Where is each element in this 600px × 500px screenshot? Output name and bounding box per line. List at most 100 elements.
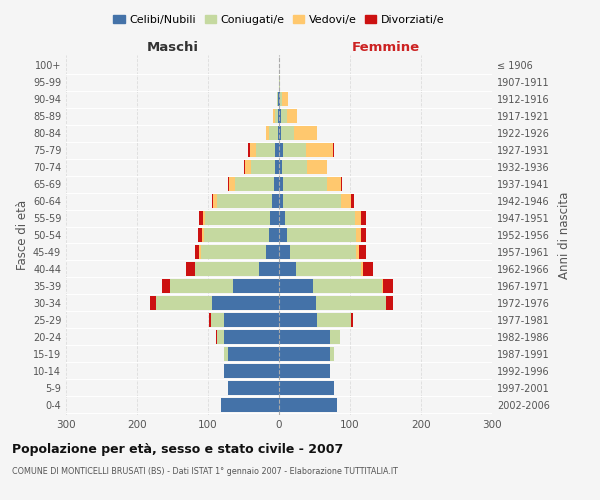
Bar: [269, 228, 279, 242]
Bar: [383, 278, 394, 293]
Bar: [279, 380, 334, 395]
Bar: [382, 278, 383, 293]
Bar: [313, 278, 382, 293]
Bar: [224, 364, 279, 378]
Bar: [341, 177, 342, 192]
Bar: [283, 194, 341, 208]
Bar: [317, 312, 351, 327]
Bar: [279, 75, 280, 90]
Bar: [275, 143, 279, 158]
Bar: [361, 228, 367, 242]
Bar: [195, 262, 259, 276]
Bar: [361, 211, 367, 225]
Bar: [275, 109, 278, 124]
Bar: [224, 312, 279, 327]
Bar: [279, 143, 283, 158]
Bar: [269, 126, 278, 140]
Bar: [251, 160, 275, 174]
Bar: [278, 126, 279, 140]
Bar: [363, 262, 373, 276]
Bar: [355, 211, 361, 225]
Bar: [279, 126, 281, 140]
Bar: [351, 312, 352, 327]
Bar: [217, 194, 272, 208]
Bar: [356, 245, 359, 259]
Bar: [316, 296, 386, 310]
Bar: [279, 296, 316, 310]
Bar: [326, 177, 341, 192]
Bar: [279, 109, 281, 124]
Bar: [199, 245, 201, 259]
Bar: [278, 92, 279, 106]
Bar: [202, 228, 204, 242]
Bar: [259, 262, 279, 276]
Bar: [282, 160, 307, 174]
Bar: [361, 262, 363, 276]
Bar: [352, 194, 354, 208]
Bar: [279, 245, 290, 259]
Bar: [281, 126, 294, 140]
Bar: [286, 211, 355, 225]
Bar: [326, 160, 327, 174]
Bar: [333, 143, 334, 158]
Bar: [386, 296, 392, 310]
Text: Femmine: Femmine: [352, 41, 419, 54]
Bar: [203, 211, 205, 225]
Bar: [199, 211, 203, 225]
Bar: [204, 228, 269, 242]
Bar: [151, 296, 156, 310]
Bar: [244, 160, 245, 174]
Bar: [201, 245, 266, 259]
Bar: [235, 177, 274, 192]
Bar: [217, 330, 224, 344]
Bar: [279, 262, 296, 276]
Bar: [330, 330, 340, 344]
Bar: [228, 346, 279, 361]
Bar: [279, 364, 330, 378]
Bar: [294, 126, 317, 140]
Bar: [307, 160, 326, 174]
Text: COMUNE DI MONTICELLI BRUSATI (BS) - Dati ISTAT 1° gennaio 2007 - Elaborazione TU: COMUNE DI MONTICELLI BRUSATI (BS) - Dati…: [12, 468, 398, 476]
Bar: [229, 177, 235, 192]
Bar: [212, 296, 279, 310]
Bar: [224, 346, 228, 361]
Bar: [272, 194, 279, 208]
Bar: [352, 312, 353, 327]
Bar: [341, 194, 352, 208]
Bar: [205, 211, 271, 225]
Bar: [245, 160, 251, 174]
Bar: [330, 346, 334, 361]
Bar: [221, 398, 279, 412]
Bar: [248, 143, 250, 158]
Bar: [224, 330, 279, 344]
Bar: [281, 109, 287, 124]
Bar: [274, 109, 275, 124]
Bar: [356, 228, 361, 242]
Bar: [228, 380, 279, 395]
Bar: [279, 312, 317, 327]
Bar: [256, 143, 275, 158]
Bar: [250, 143, 256, 158]
Text: Popolazione per età, sesso e stato civile - 2007: Popolazione per età, sesso e stato civil…: [12, 442, 343, 456]
Legend: Celibi/Nubili, Coniugati/e, Vedovi/e, Divorziati/e: Celibi/Nubili, Coniugati/e, Vedovi/e, Di…: [109, 10, 449, 29]
Bar: [198, 228, 202, 242]
Y-axis label: Anni di nascita: Anni di nascita: [558, 192, 571, 278]
Bar: [170, 278, 233, 293]
Text: Maschi: Maschi: [146, 41, 199, 54]
Bar: [209, 312, 211, 327]
Y-axis label: Fasce di età: Fasce di età: [16, 200, 29, 270]
Bar: [283, 177, 326, 192]
Bar: [266, 126, 269, 140]
Bar: [283, 143, 306, 158]
Bar: [296, 262, 361, 276]
Bar: [216, 330, 217, 344]
Bar: [279, 194, 283, 208]
Bar: [212, 194, 213, 208]
Bar: [287, 109, 298, 124]
Bar: [279, 211, 286, 225]
Bar: [162, 278, 170, 293]
Bar: [228, 177, 229, 192]
Bar: [213, 194, 217, 208]
Bar: [279, 330, 330, 344]
Bar: [233, 278, 279, 293]
